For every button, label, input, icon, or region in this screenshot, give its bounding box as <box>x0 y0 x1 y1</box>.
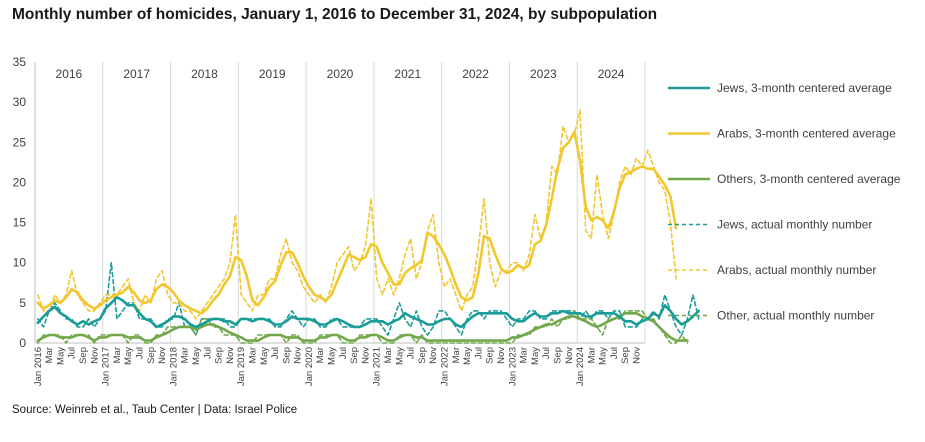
y-tick-label: 10 <box>13 256 27 270</box>
year-label: 2023 <box>530 67 557 81</box>
x-tick-label: Mar <box>451 347 462 363</box>
x-tick-label: Sep <box>146 347 157 364</box>
legend-label: Arabs, 3-month centered average <box>717 127 896 141</box>
y-tick-label: 5 <box>19 296 26 310</box>
chart-title: Monthly number of homicides, January 1, … <box>12 6 658 23</box>
series-lines <box>36 109 701 344</box>
x-tick-label: Mar <box>112 347 123 363</box>
year-label: 2024 <box>598 67 625 81</box>
series-line-others-solid <box>36 311 689 342</box>
x-tick-label: Nov <box>89 347 100 364</box>
year-label: 2018 <box>191 67 218 81</box>
x-tick-label: May <box>123 347 134 365</box>
x-tick-label: Sep <box>349 347 360 364</box>
x-axis-tick-labels: Jan 2016 Mar May Jul Sep Nov Jan 2017 Mar May Jul… <box>33 347 643 386</box>
year-label: 2016 <box>56 67 83 81</box>
axes <box>34 62 645 344</box>
year-label: 2019 <box>259 67 286 81</box>
x-tick-label: Mar <box>315 347 326 363</box>
x-tick-label: Jul <box>609 347 620 359</box>
x-tick-label: Jul <box>406 347 417 359</box>
x-tick-label: Mar <box>44 347 55 363</box>
x-tick-label: Nov <box>225 347 236 364</box>
series-line-arabs-dashed <box>36 109 677 320</box>
x-tick-label: May <box>55 347 66 365</box>
series-line-jews-solid <box>36 295 701 329</box>
legend: Jews, 3-month centered average Arabs, 3-m… <box>668 81 901 323</box>
legend-label: Arabs, actual monthly number <box>717 263 876 277</box>
year-label: 2022 <box>462 67 489 81</box>
x-tick-label: Nov <box>360 347 371 364</box>
x-tick-label: Jan 2016 <box>33 347 44 386</box>
x-tick-label: Jan 2020 <box>304 347 315 386</box>
y-tick-label: 0 <box>19 336 26 350</box>
x-tick-label: Mar <box>519 347 530 363</box>
year-label: 2020 <box>327 67 354 81</box>
x-tick-label: Jan 2022 <box>439 347 450 386</box>
x-tick-label: Nov <box>564 347 575 364</box>
x-tick-label: Jul <box>270 347 281 359</box>
x-tick-label: Sep <box>214 347 225 364</box>
x-tick-label: Jul <box>541 347 552 359</box>
series-line-jews-dashed <box>36 261 700 336</box>
x-tick-label: Jan 2024 <box>575 347 586 386</box>
legend-label: Others, 3-month centered average <box>717 172 901 186</box>
x-tick-label: Jul <box>473 347 484 359</box>
year-label: 2017 <box>123 67 150 81</box>
x-tick-label: Nov <box>428 347 439 364</box>
y-tick-label: 15 <box>13 216 27 230</box>
x-tick-label: Sep <box>78 347 89 364</box>
x-tick-label: Nov <box>293 347 304 364</box>
x-tick-label: May <box>530 347 541 365</box>
x-tick-label: Jan 2023 <box>507 347 518 386</box>
x-tick-label: Nov <box>157 347 168 364</box>
source-note: Source: Weinreb et al., Taub Center | Da… <box>12 404 298 416</box>
x-tick-label: Jan 2021 <box>372 347 383 386</box>
x-tick-label: May <box>394 347 405 365</box>
x-tick-label: Sep <box>620 347 631 364</box>
x-tick-label: Jan 2018 <box>168 347 179 386</box>
x-tick-label: Sep <box>417 347 428 364</box>
x-tick-label: May <box>259 347 270 365</box>
year-label: 2021 <box>394 67 421 81</box>
x-tick-label: Mar <box>383 347 394 363</box>
y-tick-label: 25 <box>13 135 27 149</box>
x-tick-label: May <box>327 347 338 365</box>
x-tick-label: Jul <box>67 347 78 359</box>
x-tick-label: May <box>598 347 609 365</box>
year-gridlines <box>102 62 646 343</box>
x-tick-label: Sep <box>552 347 563 364</box>
x-tick-label: Mar <box>247 347 258 363</box>
x-tick-label: Nov <box>632 347 643 364</box>
legend-label: Jews, 3-month centered average <box>717 81 892 95</box>
x-tick-label: Mar <box>180 347 191 363</box>
x-tick-label: May <box>191 347 202 365</box>
x-tick-label: May <box>462 347 473 365</box>
year-labels: 2016 2017 2018 2019 2020 2021 2022 2023 2024 <box>56 67 625 81</box>
x-tick-label: Jul <box>134 347 145 359</box>
x-tick-label: Jul <box>338 347 349 359</box>
series-line-arabs-solid <box>36 130 678 315</box>
x-tick-label: Jan 2019 <box>236 347 247 386</box>
x-tick-label: Jul <box>202 347 213 359</box>
y-tick-label: 30 <box>13 95 27 109</box>
x-tick-label: Sep <box>485 347 496 364</box>
x-tick-label: Jan 2017 <box>101 347 112 386</box>
legend-label: Other, actual monthly number <box>717 309 874 323</box>
x-tick-label: Mar <box>586 347 597 363</box>
legend-label: Jews, actual monthly number <box>717 218 872 232</box>
x-tick-label: Sep <box>281 347 292 364</box>
y-tick-label: 20 <box>13 175 27 189</box>
y-axis-tick-labels: 0 5 10 15 20 25 30 35 <box>13 55 27 350</box>
x-tick-label: Nov <box>496 347 507 364</box>
y-tick-label: 35 <box>13 55 27 69</box>
